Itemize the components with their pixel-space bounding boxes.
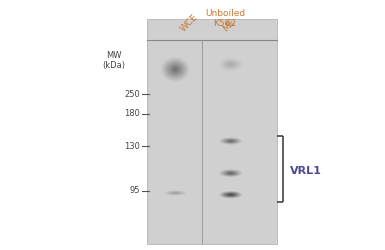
Text: VRL1: VRL1 [290,166,322,176]
Ellipse shape [226,172,236,175]
Ellipse shape [168,63,182,76]
Ellipse shape [171,65,180,74]
Ellipse shape [172,66,179,72]
Ellipse shape [222,138,239,144]
Ellipse shape [221,192,240,198]
Ellipse shape [228,172,234,174]
Ellipse shape [173,67,178,71]
Text: 250: 250 [124,90,140,98]
Ellipse shape [225,139,236,143]
Ellipse shape [228,194,234,196]
Ellipse shape [221,138,240,144]
Ellipse shape [228,140,234,142]
Text: WCE: WCE [179,12,200,34]
Ellipse shape [227,194,234,196]
Ellipse shape [226,193,236,196]
Text: ME: ME [221,18,237,34]
Text: 130: 130 [124,142,140,150]
Ellipse shape [229,172,233,174]
Ellipse shape [169,64,181,74]
Text: MW
(kDa): MW (kDa) [103,51,126,70]
Ellipse shape [225,171,236,175]
Ellipse shape [225,193,236,196]
Ellipse shape [174,68,176,70]
Ellipse shape [167,62,184,76]
Bar [147,19,276,244]
Ellipse shape [229,140,233,142]
Ellipse shape [224,139,238,143]
Ellipse shape [222,170,239,176]
Ellipse shape [230,194,232,195]
Ellipse shape [226,140,236,142]
Ellipse shape [224,192,238,197]
Ellipse shape [220,170,241,177]
Ellipse shape [229,194,233,195]
Ellipse shape [220,191,241,198]
Ellipse shape [221,170,240,176]
Ellipse shape [224,171,238,175]
Text: 180: 180 [124,110,140,118]
Ellipse shape [223,192,238,197]
Ellipse shape [164,60,186,79]
Ellipse shape [227,140,234,142]
Ellipse shape [222,192,239,198]
Text: 95: 95 [130,186,140,195]
Ellipse shape [223,138,238,143]
Ellipse shape [223,170,238,176]
Text: Unboiled
K562: Unboiled K562 [205,9,245,28]
Ellipse shape [230,173,232,174]
Ellipse shape [219,191,242,198]
Ellipse shape [227,172,234,174]
Ellipse shape [230,141,232,142]
Ellipse shape [166,61,185,78]
